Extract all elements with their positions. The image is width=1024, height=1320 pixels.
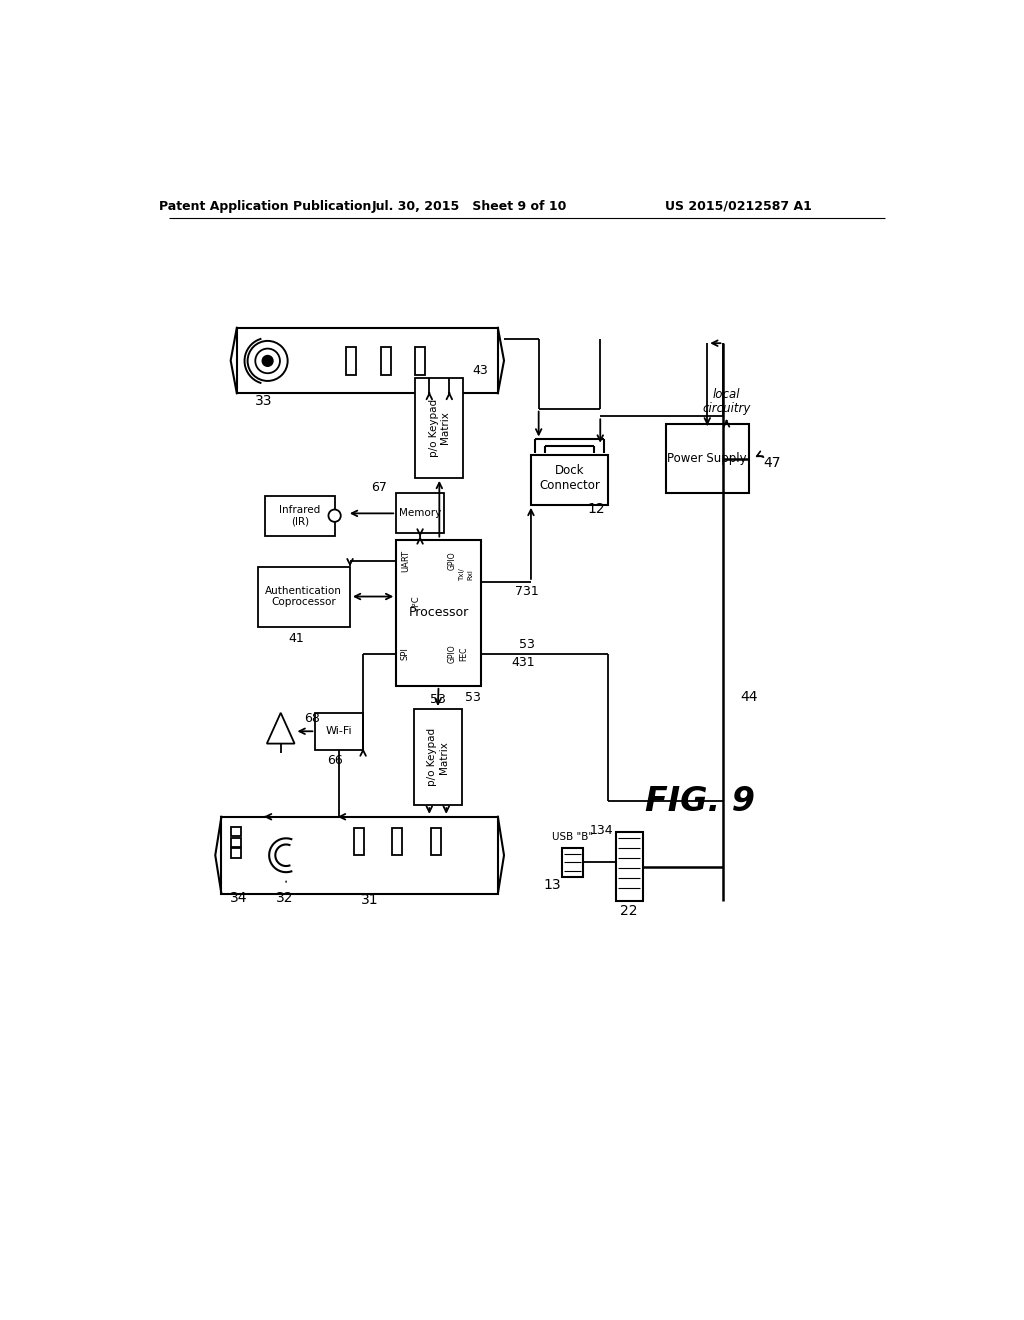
Text: UART: UART — [401, 550, 410, 572]
Text: 44: 44 — [740, 690, 758, 705]
Bar — [354, 829, 364, 855]
Text: TxI/: TxI/ — [460, 568, 466, 581]
Text: local: local — [713, 388, 740, 401]
Bar — [315, 713, 364, 750]
Text: RxI: RxI — [467, 569, 473, 581]
Bar — [381, 347, 391, 375]
Bar — [414, 709, 462, 805]
Bar — [666, 424, 749, 494]
Bar — [416, 347, 425, 375]
Text: GPIO: GPIO — [447, 552, 456, 570]
Text: Patent Application Publication: Patent Application Publication — [159, 199, 372, 213]
Text: Dock
Connector: Dock Connector — [539, 463, 600, 492]
Text: circuitry: circuitry — [702, 403, 751, 416]
Bar — [230, 849, 241, 858]
Text: Authentication
Coprocessor: Authentication Coprocessor — [265, 586, 342, 607]
Text: 53: 53 — [519, 638, 535, 651]
Text: GPIO: GPIO — [447, 644, 456, 663]
Bar — [416, 378, 463, 478]
Bar — [230, 826, 241, 836]
Text: Power Supply: Power Supply — [668, 453, 748, 465]
Text: 66: 66 — [328, 754, 343, 767]
Bar — [396, 540, 481, 686]
FancyBboxPatch shape — [237, 327, 498, 393]
Text: 32: 32 — [275, 891, 293, 904]
Bar — [396, 494, 444, 533]
Text: 33: 33 — [255, 393, 272, 408]
Bar — [615, 832, 643, 902]
Text: 13: 13 — [544, 878, 561, 891]
Text: FIG. 9: FIG. 9 — [645, 785, 756, 818]
Text: US 2015/0212587 A1: US 2015/0212587 A1 — [666, 199, 812, 213]
Text: I²C: I²C — [411, 595, 420, 607]
Bar — [258, 566, 350, 627]
Bar — [265, 496, 335, 536]
Bar — [392, 829, 402, 855]
Text: 12: 12 — [588, 502, 605, 516]
Text: Memory: Memory — [399, 508, 441, 519]
Text: USB "B": USB "B" — [552, 832, 593, 842]
Circle shape — [262, 355, 273, 367]
Text: 431: 431 — [511, 656, 535, 669]
Bar — [230, 838, 241, 847]
Text: 731: 731 — [515, 585, 539, 598]
Text: Infrared
(IR): Infrared (IR) — [280, 504, 321, 527]
Circle shape — [248, 341, 288, 381]
Text: p/o Keypad
Matrix: p/o Keypad Matrix — [428, 399, 451, 457]
Text: 53: 53 — [465, 690, 481, 704]
Text: Processor: Processor — [409, 606, 469, 619]
Text: Wi-Fi: Wi-Fi — [326, 726, 352, 737]
FancyBboxPatch shape — [221, 817, 498, 894]
Text: SPI: SPI — [401, 647, 410, 660]
Text: 43: 43 — [472, 363, 488, 376]
Text: 47: 47 — [763, 455, 780, 470]
Circle shape — [329, 510, 341, 521]
Text: 67: 67 — [371, 480, 387, 494]
Bar — [346, 347, 356, 375]
Text: 22: 22 — [621, 904, 638, 917]
Text: 53: 53 — [430, 693, 445, 706]
Text: 31: 31 — [360, 892, 378, 907]
Text: 41: 41 — [288, 631, 304, 644]
Text: 34: 34 — [229, 891, 247, 904]
Text: Jul. 30, 2015   Sheet 9 of 10: Jul. 30, 2015 Sheet 9 of 10 — [372, 199, 567, 213]
Text: 134: 134 — [590, 824, 613, 837]
Circle shape — [255, 348, 280, 374]
Bar — [431, 829, 441, 855]
Text: FEC: FEC — [460, 647, 468, 661]
Text: 68: 68 — [304, 713, 319, 726]
Bar — [531, 455, 608, 506]
Text: p/o Keypad
Matrix: p/o Keypad Matrix — [427, 729, 449, 787]
Bar — [562, 847, 584, 876]
